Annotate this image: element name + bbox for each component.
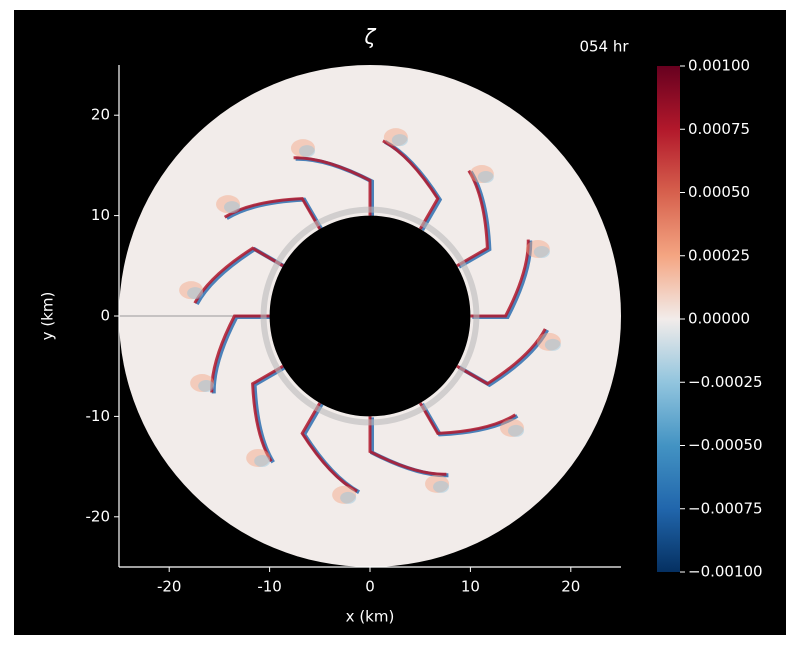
x-tick-label: -10 (257, 578, 282, 596)
eddy (224, 201, 240, 213)
x-axis-label: x (km) (346, 608, 395, 626)
eddy (508, 425, 524, 437)
eddy (478, 171, 494, 183)
x-tick-label: 0 (365, 578, 375, 596)
eddy (392, 134, 408, 146)
eddy (254, 455, 270, 467)
colorbar-tick-label: 0.00050 (688, 183, 750, 201)
colorbar-tick-label: −0.00025 (688, 373, 763, 391)
y-tick-label: 10 (91, 206, 110, 224)
colorbar-tick-label: 0.00000 (688, 310, 750, 328)
y-tick-label: -10 (86, 407, 111, 425)
y-axis-label: y (km) (39, 292, 57, 341)
colorbar-tick-label: 0.00100 (688, 57, 750, 75)
x-tick-label: -20 (157, 578, 182, 596)
eddy (187, 287, 203, 299)
chart: ζ 054 hr x (km) y (km) -20 -10 0 10 20 -20 -10… (0, 0, 800, 643)
y-tick-label: 20 (91, 106, 110, 124)
eddy (299, 145, 315, 157)
x-tick-label: 20 (561, 578, 580, 596)
colorbar (657, 66, 680, 572)
eddy (545, 339, 561, 351)
colorbar-tick-label: −0.00100 (688, 563, 763, 581)
chart-title: ζ (364, 25, 377, 49)
y-tick-label: 0 (100, 307, 110, 325)
colorbar-tick-label: −0.00050 (688, 436, 763, 454)
eddy (433, 481, 449, 493)
plot-area (119, 65, 621, 567)
colorbar-tick-label: 0.00075 (688, 120, 750, 138)
eddy (198, 380, 214, 392)
colorbar-tick-label: −0.00075 (688, 499, 763, 517)
eddy (534, 246, 550, 258)
y-tick-label: -20 (86, 507, 111, 525)
colorbar-tick-label: 0.00025 (688, 246, 750, 264)
inner-hole (270, 216, 471, 417)
x-tick-label: 10 (461, 578, 480, 596)
page: {"chart_data": {"type": "field", "title"… (0, 0, 800, 643)
annotation: 054 hr (579, 38, 629, 56)
eddy (340, 492, 356, 504)
